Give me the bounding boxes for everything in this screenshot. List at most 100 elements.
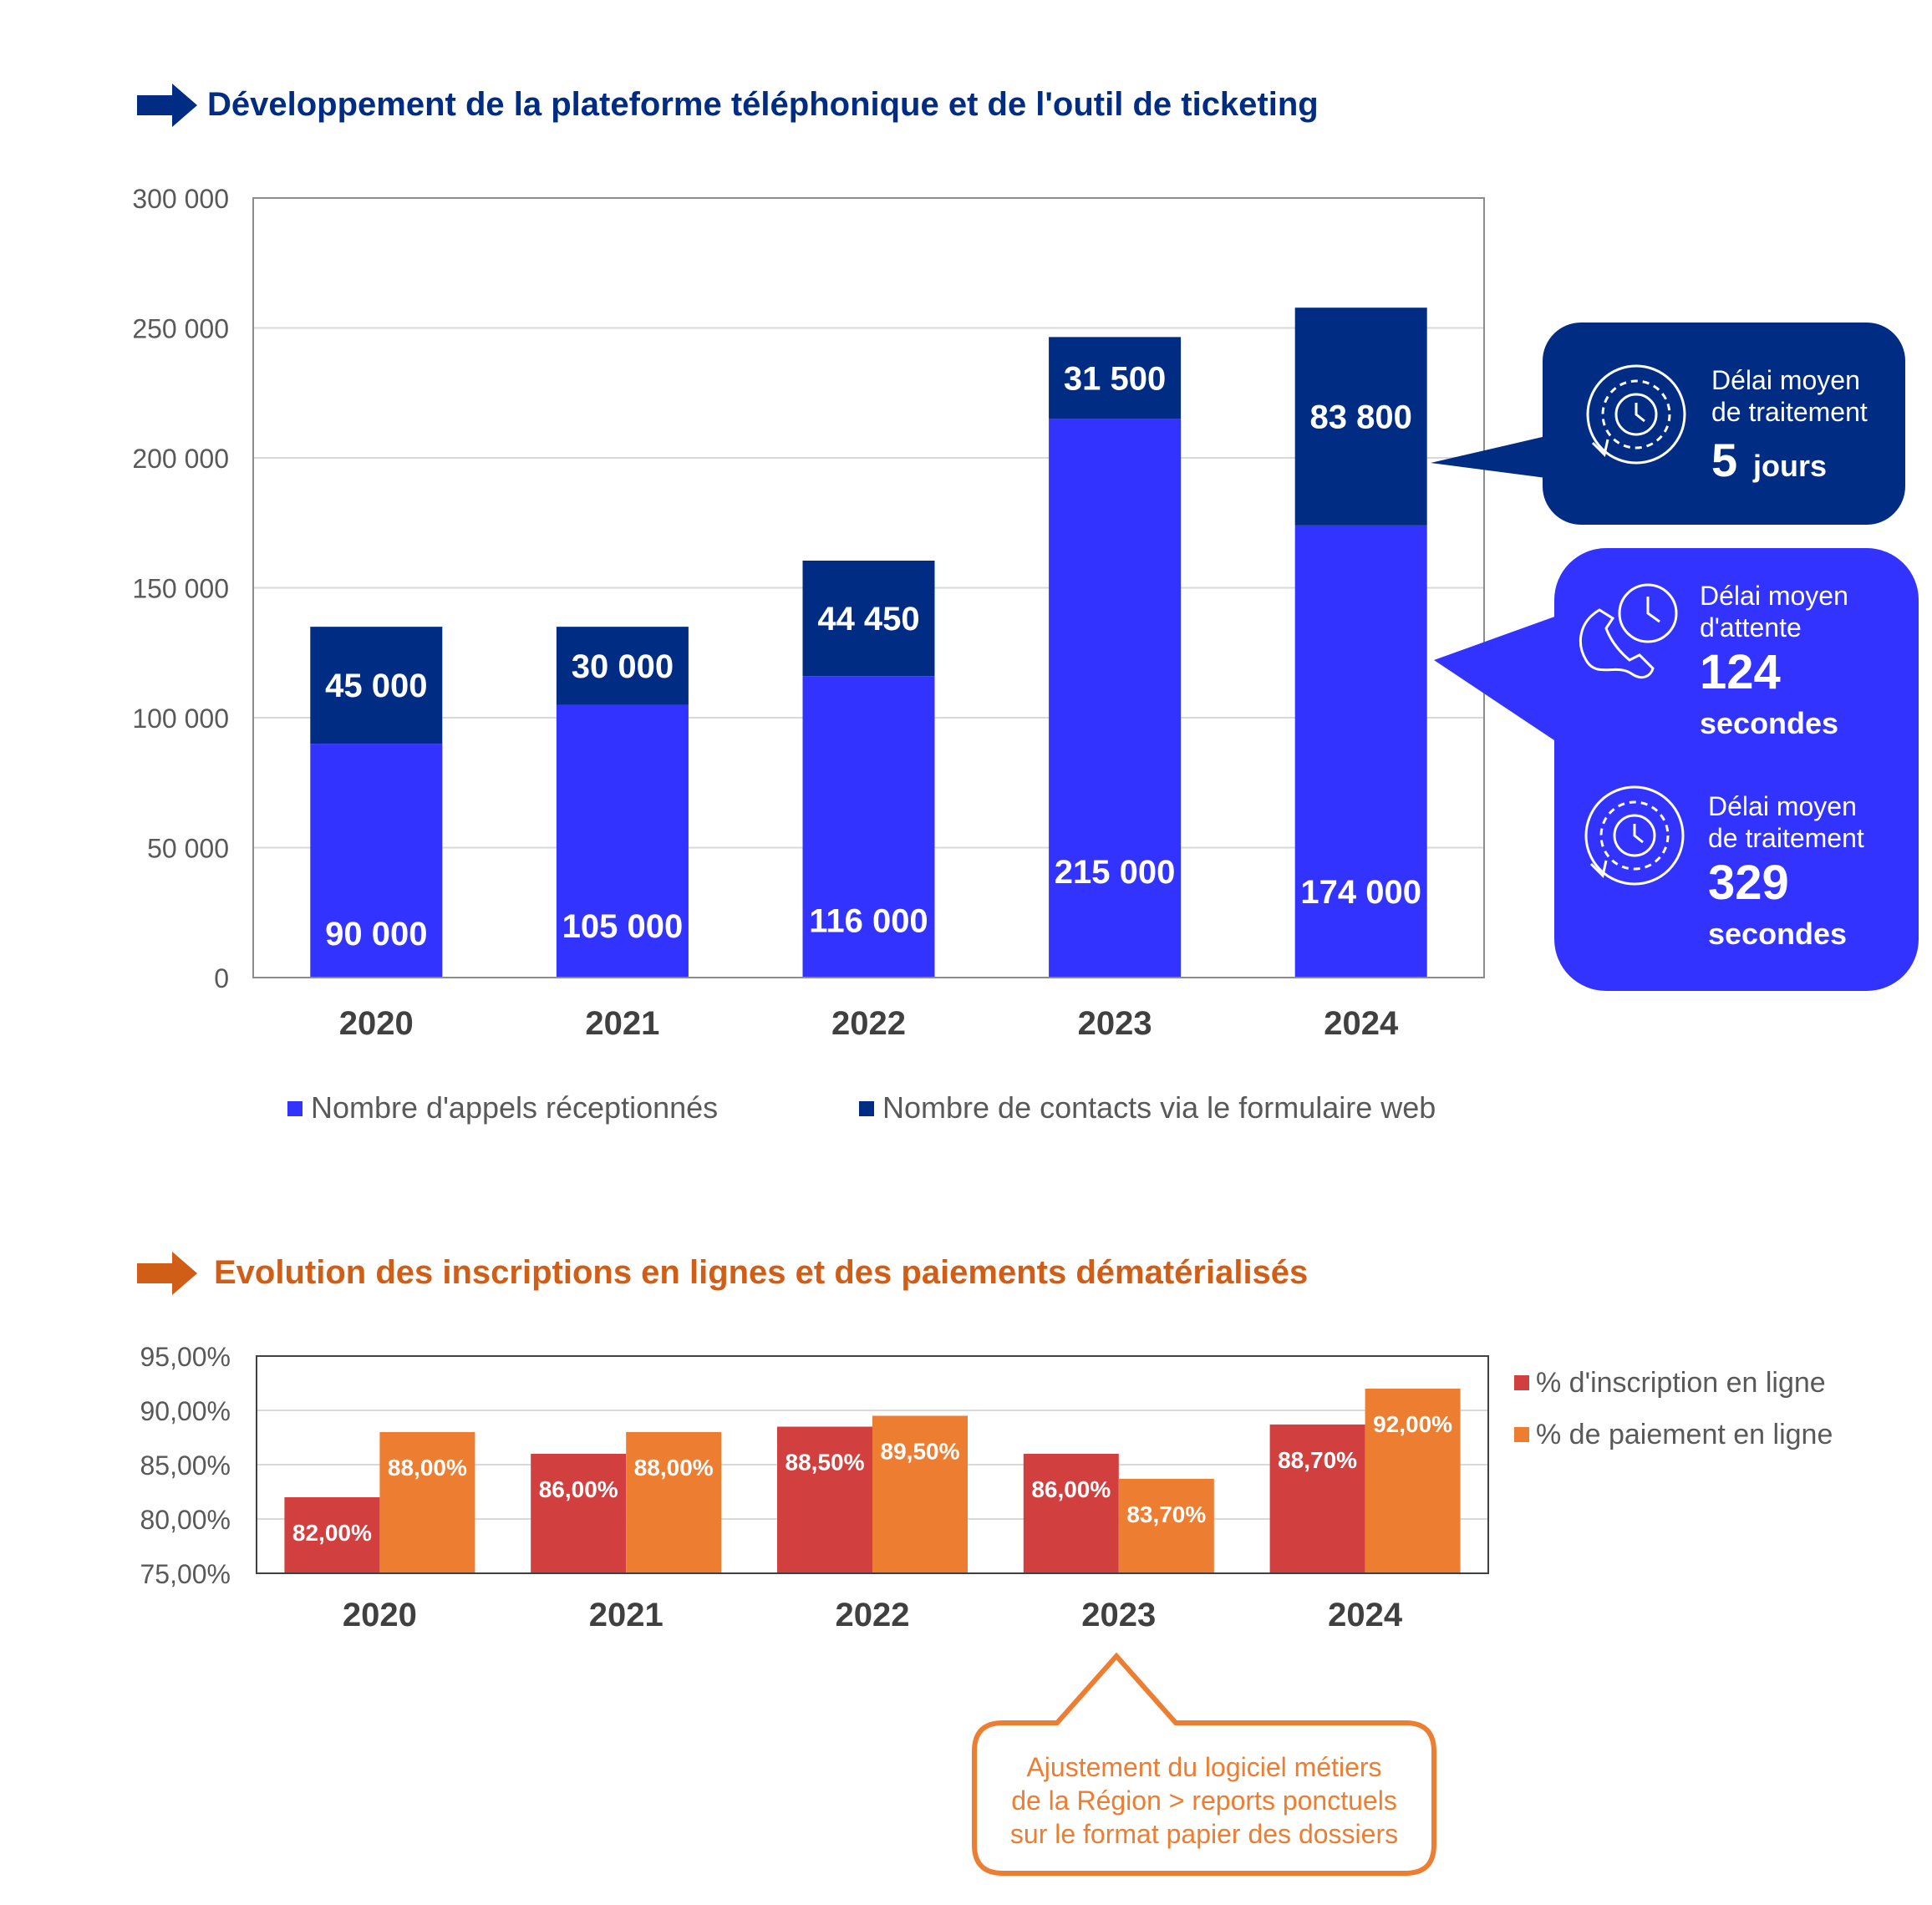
bar-calls (1049, 419, 1182, 978)
data-label: 116 000 (809, 902, 928, 939)
data-label: 174 000 (1300, 874, 1421, 911)
data-label: 83 800 (1310, 399, 1412, 436)
bar-inscription (284, 1497, 380, 1573)
bar-paiement (379, 1432, 475, 1573)
chart1-data-labels: 90 000 45 000 105 000 30 000 116 000 44 450 21… (325, 360, 1421, 952)
data-label: 30 000 (572, 648, 674, 685)
chart2-data-labels: 82,00% 88,00% 86,00% 88,00% 88,50% 89,50% 86,0… (292, 1411, 1452, 1546)
callout-wait-line2: d'attente (1700, 612, 1802, 643)
y-tick-label: 75,00% (140, 1559, 231, 1589)
chart1-y-axis: 0 50 000 100 000 150 000 200 000 250 000 300 0… (132, 184, 229, 993)
chart2-title: Evolution des inscriptions en lignes et … (214, 1254, 1308, 1291)
y-tick-label: 80,00% (140, 1505, 231, 1535)
callout-treat-value: 329 (1708, 856, 1789, 910)
callout-treat-line1: Délai moyen (1708, 791, 1857, 821)
gear-clock-icon (1584, 785, 1685, 886)
callout-treat-line2: de traitement (1708, 823, 1864, 853)
bar-calls (556, 704, 689, 978)
data-label: 88,50% (786, 1450, 865, 1476)
data-label: 88,70% (1278, 1447, 1357, 1473)
bar-inscription (777, 1426, 872, 1573)
chart2-title-group: Evolution des inscriptions en lignes et … (137, 1252, 1308, 1295)
note-line2: de la Région > reports ponctuels (1011, 1786, 1397, 1816)
legend-label-inscription: % d'inscription en ligne (1536, 1367, 1826, 1399)
y-tick-label: 85,00% (140, 1450, 231, 1481)
arrow-right-icon (137, 1252, 197, 1295)
x-tick-label: 2022 (836, 1597, 910, 1633)
chart1-x-axis: 2020 2021 2022 2023 2024 (339, 1005, 1399, 1042)
callout-web-unit: jours (1752, 449, 1827, 483)
bar-web-contacts (556, 627, 689, 705)
bar-web-contacts (802, 561, 935, 677)
note-callout: Ajustement du logiciel métiers de la Rég… (972, 1652, 1436, 1876)
bar-paiement (1365, 1389, 1461, 1573)
data-label: 88,00% (634, 1455, 714, 1481)
bar-web-contacts (1049, 337, 1182, 419)
callout-pointer (1431, 436, 1546, 478)
y-tick-label: 150 000 (132, 574, 229, 604)
y-tick-label: 100 000 (132, 704, 229, 734)
callout-treat-unit: secondes (1708, 917, 1847, 951)
arrow-right-icon (137, 84, 197, 127)
x-tick-label: 2022 (831, 1005, 906, 1042)
legend-swatch-paiement (1514, 1427, 1529, 1442)
callout-web-line2: de traitement (1711, 397, 1868, 427)
chart1-plot-frame (252, 197, 1485, 978)
y-tick-label: 0 (214, 963, 229, 993)
bar-inscription (1023, 1454, 1119, 1573)
x-tick-label: 2021 (585, 1005, 659, 1042)
callout-box (1554, 548, 1919, 991)
chart1-bars (310, 307, 1427, 978)
x-tick-label: 2024 (1324, 1005, 1399, 1042)
y-tick-label: 200 000 (132, 444, 229, 474)
data-label: 45 000 (325, 668, 427, 704)
callout-wait-value: 124 (1700, 645, 1781, 699)
data-label: 105 000 (562, 908, 684, 945)
data-label: 215 000 (1055, 854, 1176, 891)
data-label: 88,00% (388, 1455, 467, 1481)
data-label: 83,70% (1126, 1501, 1206, 1527)
x-tick-label: 2023 (1078, 1005, 1152, 1042)
x-tick-label: 2021 (589, 1597, 663, 1633)
callout-wait-unit: secondes (1700, 706, 1838, 740)
chart1-title-group: Développement de la plateforme téléphoni… (137, 84, 1319, 127)
x-tick-label: 2024 (1328, 1597, 1403, 1633)
data-label: 82,00% (292, 1520, 372, 1546)
callout-wait-line1: Délai moyen (1700, 581, 1848, 611)
bar-calls (1294, 525, 1427, 978)
y-tick-label: 50 000 (147, 834, 229, 864)
data-label: 31 500 (1064, 360, 1166, 397)
data-label: 44 450 (817, 601, 919, 638)
data-label: 90 000 (325, 916, 427, 952)
y-tick-label: 95,00% (140, 1342, 231, 1372)
legend-swatch-calls (287, 1101, 303, 1116)
chart2-bars (284, 1389, 1461, 1573)
bar-inscription (531, 1454, 627, 1573)
x-tick-label: 2020 (339, 1005, 414, 1042)
y-tick-label: 90,00% (140, 1396, 231, 1426)
legend-label-web: Nombre de contacts via le formulaire web (882, 1090, 1436, 1125)
x-tick-label: 2023 (1081, 1597, 1156, 1633)
legend-swatch-inscription (1514, 1375, 1529, 1390)
y-tick-label: 300 000 (132, 184, 229, 214)
legend-swatch-web (859, 1101, 874, 1116)
legend-label-calls: Nombre d'appels réceptionnés (311, 1090, 718, 1125)
y-tick-label: 250 000 (132, 314, 229, 344)
bar-web-contacts (1294, 307, 1427, 526)
callout-web-line1: Délai moyen (1711, 365, 1860, 395)
data-label: 86,00% (539, 1476, 618, 1502)
callout-web-value: 5 (1711, 434, 1737, 486)
callout-web-form: Délai moyen de traitement 5 jours (1431, 323, 1905, 525)
chart1-legend: Nombre d'appels réceptionnés Nombre de c… (287, 1090, 1436, 1125)
x-tick-label: 2020 (343, 1597, 417, 1633)
bar-paiement (626, 1432, 722, 1573)
bar-paiement (1118, 1478, 1214, 1573)
data-label: 92,00% (1373, 1411, 1452, 1437)
bar-paiement (872, 1415, 968, 1573)
gear-clock-icon (1586, 364, 1686, 465)
phone-clock-icon (1579, 583, 1678, 679)
chart1-title: Développement de la plateforme téléphoni… (207, 86, 1319, 123)
chart2-plot-frame (256, 1355, 1489, 1574)
bar-calls (310, 744, 443, 978)
